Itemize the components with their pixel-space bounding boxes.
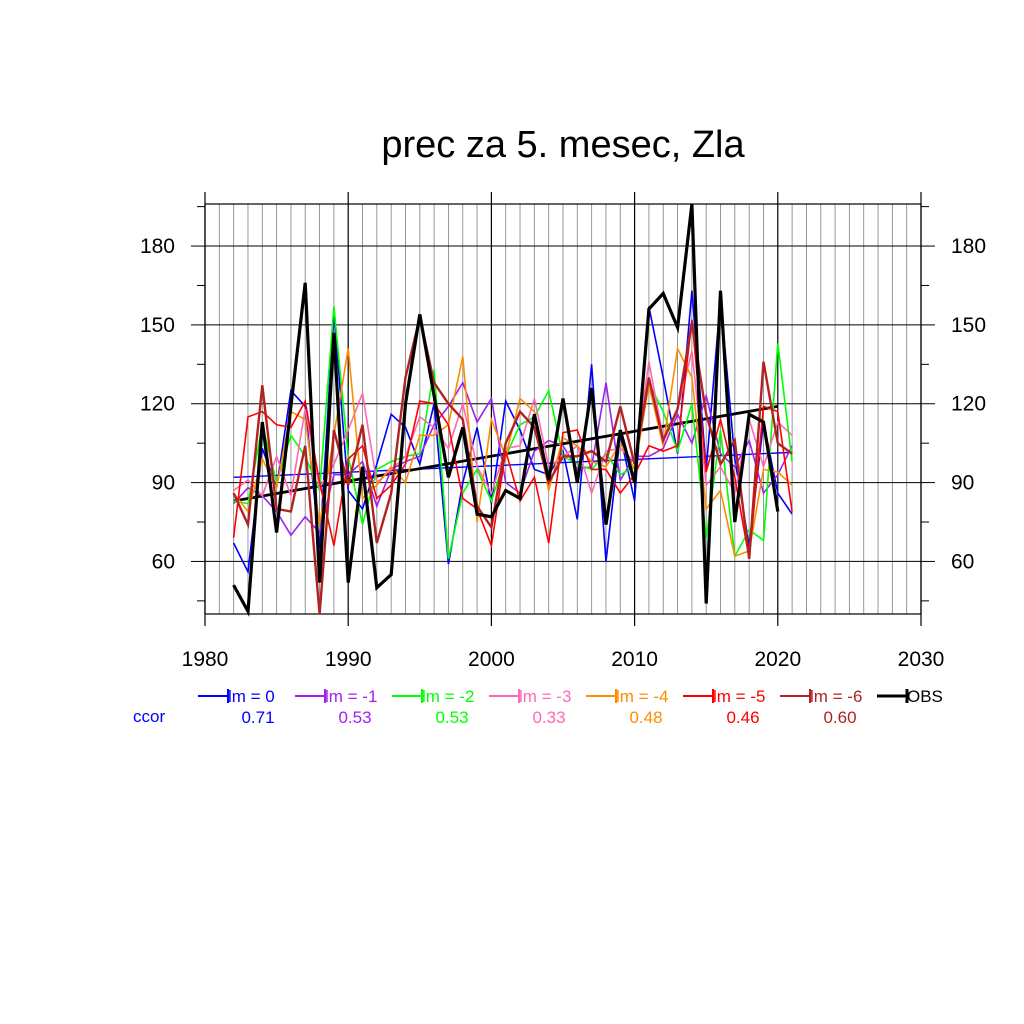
x-tick-label: 2020 — [754, 648, 801, 671]
series-line-2 — [233, 306, 793, 559]
ccor-value-3: 0.33 — [532, 708, 565, 727]
y-tick-label-left: 180 — [140, 235, 175, 258]
x-tick-label: 2010 — [611, 648, 658, 671]
legend-label-5: lm = -5 — [713, 687, 765, 706]
legend: lm = 0 0.71 lm = -1 0.53 lm = -2 0.53 lm = -3 0… — [133, 687, 943, 727]
ccor-value-1: 0.53 — [338, 708, 371, 727]
ccor-value-6: 0.60 — [823, 708, 856, 727]
chart-title: prec za 5. mesec, Zla — [381, 124, 745, 166]
series-lines — [232, 203, 793, 617]
axes: 60 60 90 90 120 120 150 150 180 180 1980 1990 2000 20… — [140, 192, 986, 671]
x-tick-label: 1990 — [325, 648, 372, 671]
ccor-label: ccor — [133, 707, 165, 726]
x-tick-label: 2000 — [468, 648, 515, 671]
x-tick-label: 1980 — [182, 648, 229, 671]
y-tick-label-left: 120 — [140, 393, 175, 416]
legend-label-3: lm = -3 — [519, 687, 571, 706]
legend-label-0: lm = 0 — [228, 687, 275, 706]
y-tick-label-right: 120 — [951, 393, 986, 416]
plot-frame — [204, 203, 922, 615]
legend-label-1: lm = -1 — [325, 687, 377, 706]
y-tick-label-right: 60 — [951, 550, 974, 573]
ccor-value-0: 0.71 — [241, 708, 274, 727]
x-tick-label: 2030 — [898, 648, 945, 671]
legend-label-4: lm = -4 — [616, 687, 668, 706]
y-tick-label-left: 60 — [152, 550, 175, 573]
legend-label-2: lm = -2 — [422, 687, 474, 706]
y-tick-label-right: 180 — [951, 235, 986, 258]
y-tick-label-right: 90 — [951, 472, 974, 495]
ccor-value-5: 0.46 — [726, 708, 759, 727]
legend-label-6: lm = -6 — [810, 687, 862, 706]
legend-label-7: OBS — [907, 687, 943, 706]
y-tick-label-left: 90 — [152, 472, 175, 495]
ccor-value-4: 0.48 — [629, 708, 662, 727]
series-line-7 — [232, 203, 780, 617]
y-tick-label-right: 150 — [951, 314, 986, 337]
y-tick-label-left: 150 — [140, 314, 175, 337]
ccor-value-2: 0.53 — [435, 708, 468, 727]
